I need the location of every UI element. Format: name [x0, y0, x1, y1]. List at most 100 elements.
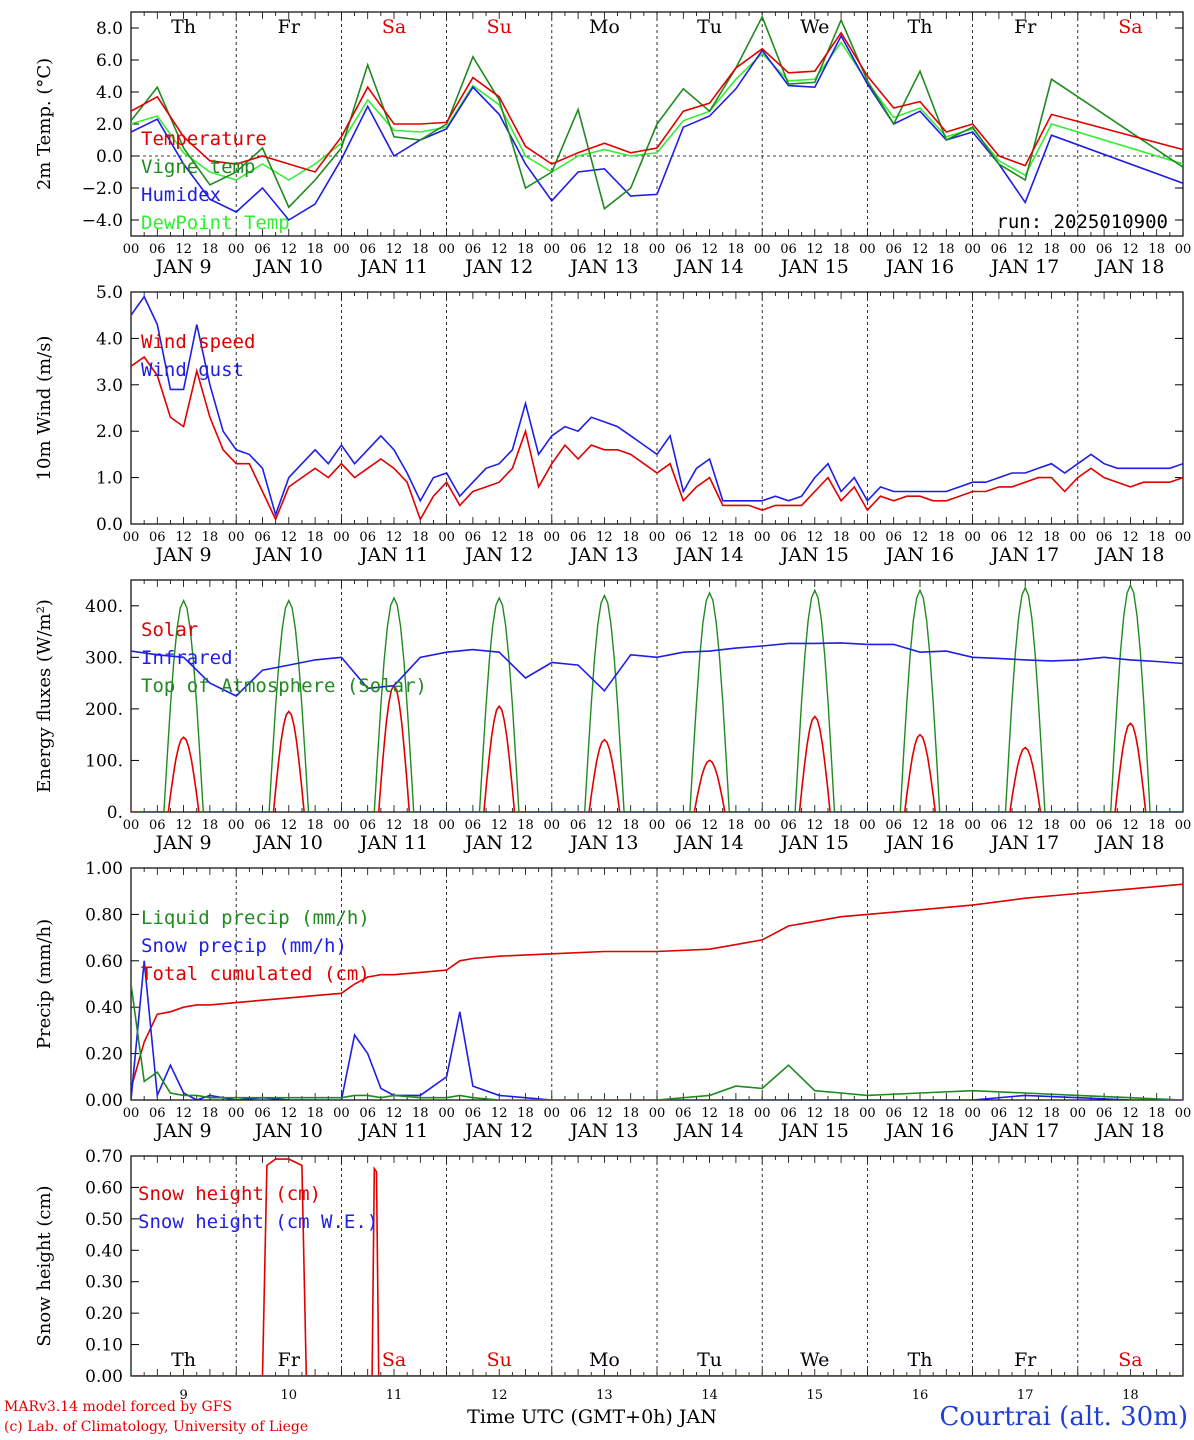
panel-3: 0. 100. 200. 300. 400. Energy fluxes (W/m²) So…: [34, 579, 1191, 854]
series-group: [131, 883, 1183, 1100]
hour-tick-label: 06: [885, 530, 902, 545]
hour-tick-label: 12: [1122, 242, 1139, 257]
hour-tick-label: 12: [596, 818, 613, 833]
hour-tick-label: 18: [307, 1106, 324, 1121]
hour-tick-label: 12: [1122, 530, 1139, 545]
hour-tick-label: 06: [1096, 242, 1113, 257]
hour-tick-label: 18: [728, 530, 745, 545]
date-label: JAN 9: [154, 832, 212, 854]
hour-tick-label: 00: [1175, 530, 1192, 545]
day-number: 10: [281, 1388, 298, 1403]
date-label: JAN 11: [358, 256, 428, 278]
date-label: JAN 15: [779, 256, 849, 278]
hour-tick-label: 06: [254, 242, 271, 257]
date-label: JAN 12: [463, 544, 533, 566]
hour-tick-label: 00: [544, 1106, 561, 1121]
hour-tick-label: 00: [333, 1106, 350, 1121]
hour-tick-label: 06: [991, 818, 1008, 833]
day-number: 12: [491, 1388, 508, 1403]
series-vigne-temp: [131, 14, 1183, 211]
legend-entry: Top of Atmosphere (Solar): [141, 675, 427, 697]
hour-tick-label: 00: [754, 242, 771, 257]
hour-tick-label: 12: [1017, 1106, 1034, 1121]
hour-tick-label: 00: [333, 818, 350, 833]
weekday-label: Su: [487, 1349, 512, 1371]
y-tick-label: 0.00: [85, 1367, 123, 1387]
weekday-label: Th: [171, 1349, 196, 1371]
hour-tick-label: 12: [1017, 242, 1034, 257]
hour-tick-label: 06: [359, 530, 376, 545]
hour-tick-label: 06: [675, 818, 692, 833]
hour-tick-label: 12: [807, 818, 824, 833]
hour-tick-label: 18: [517, 530, 534, 545]
y-axis-label: Energy fluxes (W/m²): [34, 599, 55, 793]
date-label: JAN 11: [358, 832, 428, 854]
y-tick-label: 0.60: [85, 952, 123, 972]
hour-tick-label: 06: [254, 1106, 271, 1121]
y-tick-label: 0.40: [85, 998, 123, 1018]
date-label: JAN 18: [1094, 256, 1164, 278]
series-solar: [131, 684, 1183, 812]
hour-tick-label: 06: [149, 530, 166, 545]
date-label: JAN 9: [154, 256, 212, 278]
hour-tick-label: 06: [465, 1106, 482, 1121]
hour-tick-label: 12: [701, 1106, 718, 1121]
series-snow-height-cm-: [131, 1158, 1183, 1376]
run-label: run: 2025010900: [996, 211, 1168, 233]
hour-tick-label: 12: [386, 818, 403, 833]
hour-tick-label: 12: [596, 1106, 613, 1121]
hour-tick-label: 00: [754, 818, 771, 833]
hour-tick-label: 12: [175, 242, 192, 257]
y-tick-label: 4.0: [96, 329, 123, 349]
y-tick-label: 0.0: [96, 515, 123, 535]
legend-entry: Humidex: [141, 184, 221, 206]
weekday-label: Fr: [1014, 1349, 1037, 1371]
y-axis-label: 2m Temp. (°C): [34, 58, 55, 190]
hour-tick-label: 12: [912, 242, 929, 257]
hour-tick-label: 18: [938, 530, 955, 545]
date-label: JAN 17: [989, 544, 1059, 566]
hour-tick-label: 18: [412, 818, 429, 833]
date-label: JAN 16: [884, 256, 954, 278]
hour-tick-label: 18: [938, 1106, 955, 1121]
day-number: 13: [596, 1388, 613, 1403]
hour-tick-label: 00: [228, 530, 245, 545]
hour-tick-label: 06: [359, 818, 376, 833]
hour-tick-label: 00: [649, 1106, 666, 1121]
hour-tick-label: 12: [281, 530, 298, 545]
hour-tick-label: 12: [596, 530, 613, 545]
weekday-label: We: [800, 16, 829, 38]
hour-tick-label: 18: [1043, 530, 1060, 545]
weekday-label: Fr: [278, 1349, 301, 1371]
date-label: JAN 16: [884, 544, 954, 566]
hour-tick-label: 00: [1175, 242, 1192, 257]
date-label: JAN 18: [1094, 832, 1164, 854]
legend-entry: Solar: [141, 619, 198, 641]
y-tick-label: 4.0: [96, 83, 123, 103]
y-tick-label: 0.: [107, 803, 123, 823]
hour-tick-label: 18: [1043, 242, 1060, 257]
legend-entry: Snow precip (mm/h): [141, 935, 347, 957]
date-label: JAN 9: [154, 1120, 212, 1142]
hour-tick-label: 00: [649, 242, 666, 257]
series-total-cumulated-cm-: [131, 883, 1183, 1089]
y-tick-label: 0.80: [85, 905, 123, 925]
hour-tick-label: 18: [202, 818, 219, 833]
date-label: JAN 15: [779, 832, 849, 854]
hour-tick-label: 18: [833, 530, 850, 545]
date-label: JAN 13: [568, 832, 638, 854]
y-tick-label: 0.0: [96, 147, 123, 167]
date-label: JAN 10: [253, 1120, 323, 1142]
hour-tick-label: 18: [1148, 242, 1165, 257]
hour-tick-label: 06: [465, 530, 482, 545]
series-infrared: [131, 642, 1183, 697]
hour-tick-label: 12: [1122, 1106, 1139, 1121]
hour-tick-label: 18: [307, 818, 324, 833]
hour-tick-label: 00: [438, 818, 455, 833]
hour-tick-label: 00: [649, 530, 666, 545]
hour-tick-label: 18: [517, 242, 534, 257]
hour-tick-label: 12: [701, 818, 718, 833]
hour-tick-label: 06: [570, 242, 587, 257]
hour-tick-label: 18: [728, 818, 745, 833]
date-label: JAN 12: [463, 256, 533, 278]
